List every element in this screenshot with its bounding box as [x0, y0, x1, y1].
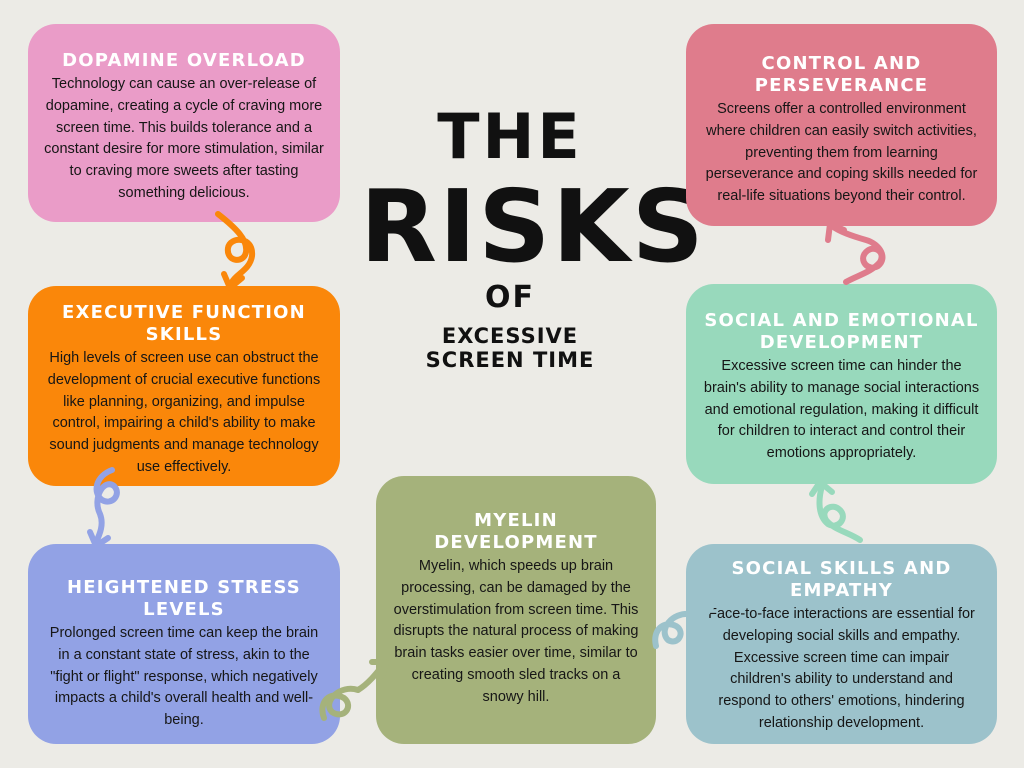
card-title: DOPAMINE OVERLOAD: [62, 50, 306, 71]
card-body: Screens offer a controlled environment w…: [705, 101, 978, 205]
card-myelin-development: MYELIN DEVELOPMENT Myelin, which speeds …: [376, 476, 656, 744]
card-body: Technology can cause an over-release of …: [44, 76, 324, 201]
card-title: SOCIAL SKILLS AND EMPATHY: [731, 558, 952, 601]
curly-arrow-up-icon: [825, 221, 886, 285]
curly-arrow-down-icon: [215, 211, 256, 291]
card-title: EXECUTIVE FUNCTION SKILLS: [62, 302, 306, 345]
card-social-skills-and-empathy: SOCIAL SKILLS AND EMPATHY Face-to-face i…: [686, 544, 997, 744]
card-title: MYELIN DEVELOPMENT: [434, 510, 598, 553]
title-subtitle: EXCESSIVE SCREEN TIME: [425, 324, 595, 372]
card-social-and-emotional-development: SOCIAL AND EMOTIONAL DEVELOPMENT Excessi…: [686, 284, 997, 484]
card-title: CONTROL AND PERSEVERANCE: [754, 53, 929, 96]
title-of: OF: [485, 280, 535, 315]
card-body: Prolonged screen time can keep the brain…: [49, 625, 319, 729]
card-heightened-stress-levels: HEIGHTENED STRESS LEVELS Prolonged scree…: [28, 544, 340, 744]
card-body: Excessive screen time can hinder the bra…: [703, 358, 980, 462]
title-the: THE: [437, 100, 583, 173]
card-title: SOCIAL AND EMOTIONAL DEVELOPMENT: [704, 310, 979, 353]
card-control-and-perseverance: CONTROL AND PERSEVERANCE Screens offer a…: [686, 24, 997, 226]
card-executive-function-skills: EXECUTIVE FUNCTION SKILLS High levels of…: [28, 286, 340, 486]
card-body: Myelin, which speeds up brain processing…: [393, 558, 639, 705]
title-risks: RISKS: [360, 168, 706, 285]
card-dopamine-overload: DOPAMINE OVERLOAD Technology can cause a…: [28, 24, 340, 222]
card-body: High levels of screen use can obstruct t…: [47, 350, 321, 475]
card-body: Face-to-face interactions are essential …: [708, 606, 975, 731]
curly-arrow-up-icon: [809, 479, 863, 543]
card-title: HEIGHTENED STRESS LEVELS: [67, 577, 301, 620]
